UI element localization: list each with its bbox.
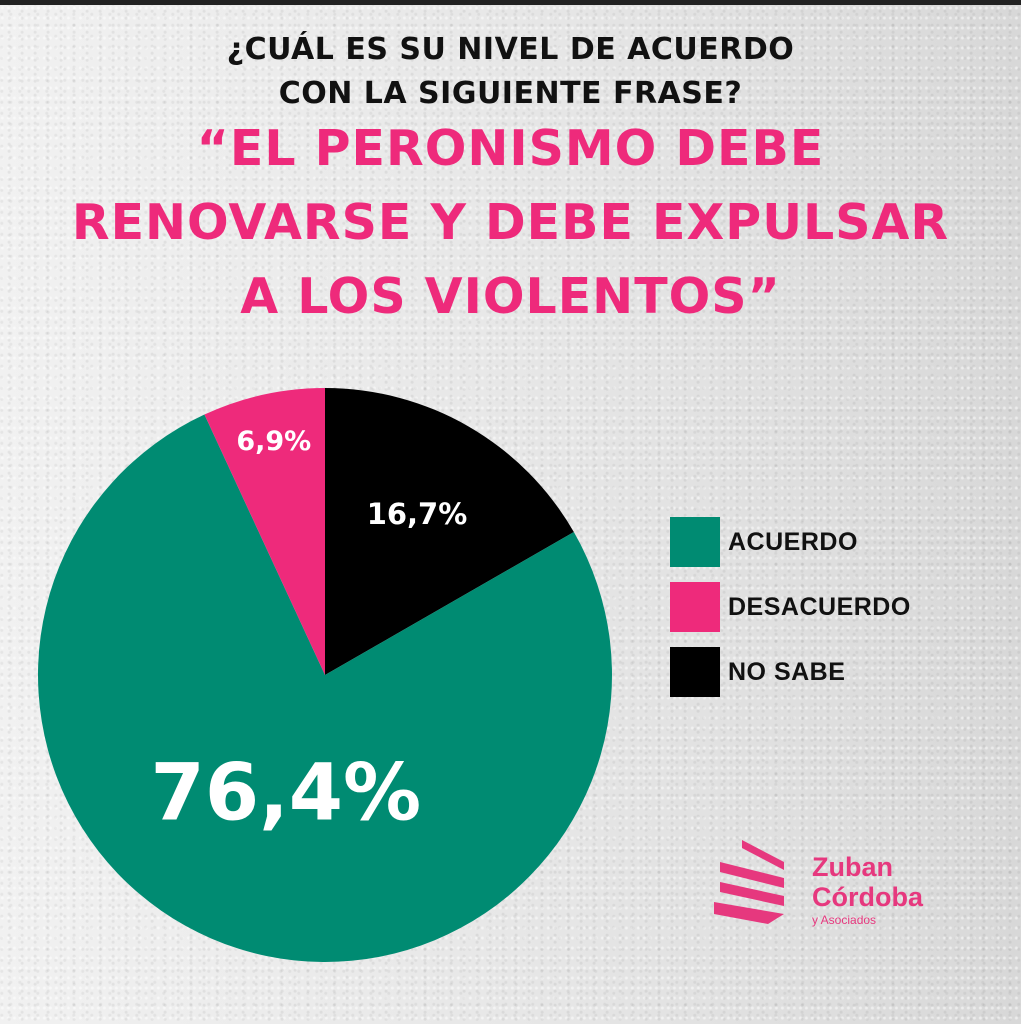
logo-line-1: Zuban — [812, 852, 893, 882]
logo-line-2: Córdoba — [812, 882, 923, 912]
data-label-acuerdo: 76,4% — [151, 749, 422, 839]
legend-item-desacuerdo: DESACUERDO — [670, 582, 911, 632]
pie-slice-desacuerdo — [204, 388, 325, 675]
legend-swatch-desacuerdo — [670, 582, 720, 632]
logo-tagline: y Asociados — [812, 913, 877, 927]
quote-line-2: RENOVARSE Y DEBE EXPULSAR — [71, 194, 950, 251]
legend-swatch-acuerdo — [670, 517, 720, 567]
pie-slice-acuerdo — [38, 414, 613, 962]
quote-line-1: “EL PERONISMO DEBE — [196, 120, 825, 177]
pie-slice-no-sabe — [325, 388, 574, 675]
legend-item-acuerdo: ACUERDO — [670, 517, 911, 567]
legend-item-no-sabe: NO SABE — [670, 647, 911, 697]
quote-title: “EL PERONISMO DEBE RENOVARSE Y DEBE EXPU… — [0, 112, 1021, 334]
brand-logo: Zuban Córdoba y Asociados — [712, 840, 942, 930]
legend-swatch-no-sabe — [670, 647, 720, 697]
legend-label-desacuerdo: DESACUERDO — [728, 592, 911, 621]
legend-label-acuerdo: ACUERDO — [728, 527, 858, 556]
question-line-1: ¿CUÁL ES SU NIVEL DE ACUERDO — [226, 32, 795, 67]
question-title: ¿CUÁL ES SU NIVEL DE ACUERDO CON LA SIGU… — [0, 28, 1021, 116]
legend-label-no-sabe: NO SABE — [728, 657, 846, 686]
logo-name: Zuban Córdoba — [812, 852, 923, 912]
question-line-2: CON LA SIGUIENTE FRASE? — [278, 76, 743, 111]
legend: ACUERDO DESACUERDO NO SABE — [670, 517, 911, 712]
top-border — [0, 0, 1021, 5]
data-label-desacuerdo: 6,9% — [236, 426, 311, 457]
logo-stripes-icon — [714, 840, 784, 924]
quote-line-3: A LOS VIOLENTOS” — [240, 268, 781, 325]
data-label-no-sabe: 16,7% — [367, 497, 468, 531]
